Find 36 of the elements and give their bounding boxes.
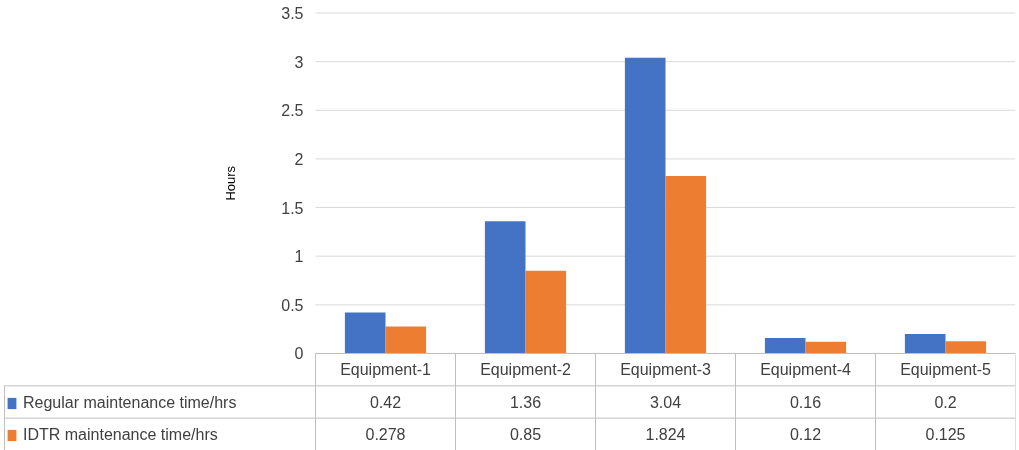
y-axis-title: Hours [223, 165, 238, 201]
data-label: 0.2 [934, 393, 957, 411]
y-tick-label: 0.5 [281, 296, 304, 314]
data-label: 0.12 [789, 426, 822, 444]
y-tick-label: 3.5 [281, 5, 304, 23]
data-label: 0.125 [925, 426, 966, 444]
y-tick-label: 3 [294, 53, 304, 71]
y-tick-label: 2 [294, 150, 304, 168]
bar [624, 57, 666, 354]
data-label: 0.85 [509, 426, 542, 444]
bar [484, 221, 526, 354]
bar [945, 341, 987, 354]
bar [805, 341, 847, 354]
bar [344, 312, 386, 354]
y-tick-label: 2.5 [281, 102, 304, 120]
x-tick-label: Equipment-3 [620, 361, 711, 379]
legend-label: Regular maintenance time/hrs [23, 393, 237, 413]
y-tick-label: 1 [294, 248, 304, 266]
data-label: 0.42 [369, 393, 402, 411]
bar [525, 270, 567, 354]
bar [764, 337, 806, 354]
data-label: 3.04 [649, 393, 682, 411]
bar [665, 176, 707, 354]
x-tick-label: Equipment-4 [760, 361, 851, 379]
legend-label: IDTR maintenance time/hrs [23, 425, 218, 445]
data-label: 1.824 [645, 426, 686, 444]
x-tick-label: Equipment-5 [900, 361, 991, 379]
data-label: 0.278 [365, 426, 406, 444]
y-tick-label: 0 [294, 345, 304, 363]
data-label: 1.36 [509, 393, 542, 411]
bar [904, 334, 946, 354]
data-label: 0.16 [789, 393, 822, 411]
x-tick-label: Equipment-1 [340, 361, 431, 379]
bar [385, 326, 427, 354]
y-tick-label: 1.5 [281, 199, 304, 217]
x-tick-label: Equipment-2 [480, 361, 571, 379]
